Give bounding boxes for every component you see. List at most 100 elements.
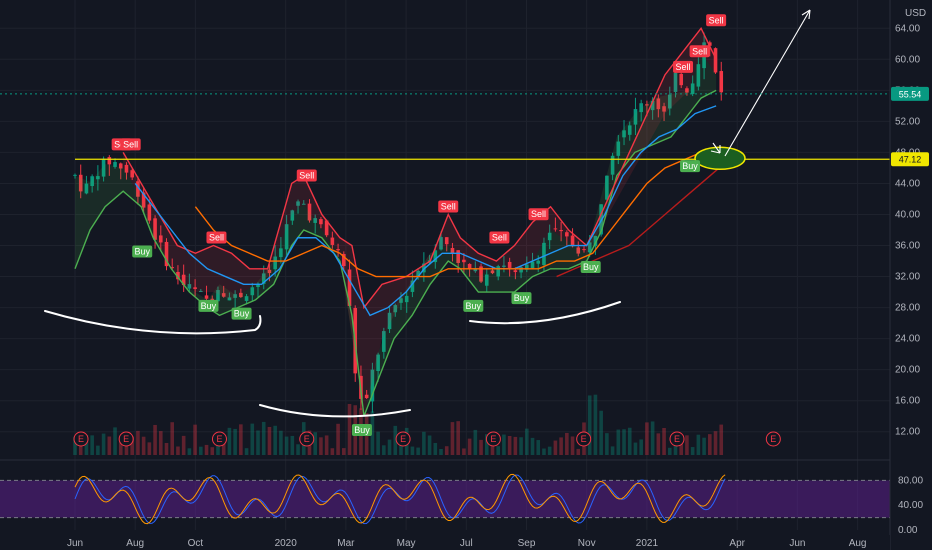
price-tick-label: 12.00: [895, 427, 920, 438]
candle: [667, 94, 672, 109]
candle: [221, 293, 226, 297]
candle: [496, 266, 501, 277]
candle: [347, 269, 352, 306]
candle: [439, 237, 443, 250]
sell-badge: [438, 200, 459, 213]
oscillator-tick-label: 0.00: [898, 525, 918, 536]
support-price-badge: [891, 152, 929, 167]
candle: [610, 155, 615, 175]
base-curve-1: [44, 310, 262, 335]
buy-badge-label: Buy: [514, 293, 530, 303]
earnings-marker: [299, 431, 315, 447]
candle: [627, 125, 632, 135]
candle: [141, 192, 146, 208]
volume-bar: [313, 432, 317, 455]
price-tick-label: 44.00: [895, 178, 920, 189]
sell-badge: [296, 169, 317, 182]
buy-badge-label: Buy: [682, 161, 698, 171]
volume-bar: [462, 448, 466, 455]
time-tick-label: Aug: [849, 538, 867, 549]
volume-bar: [107, 436, 112, 455]
volume-bar: [296, 444, 300, 455]
bearish-band-fill: [123, 28, 717, 417]
candle: [467, 263, 472, 270]
volume-bar: [490, 444, 495, 455]
volume-bar: [656, 433, 661, 455]
candlesticks: [73, 32, 724, 413]
candle: [301, 203, 306, 205]
candle: [393, 305, 398, 313]
candle: [582, 249, 586, 251]
oscillator-tick-label: 80.00: [898, 475, 923, 486]
earnings-marker-label: E: [304, 434, 310, 444]
candle: [319, 219, 323, 225]
volume-bar: [330, 448, 335, 455]
volume-bars: [73, 394, 724, 455]
volume-bar: [496, 446, 501, 455]
volume-bar: [73, 436, 77, 455]
sell-badge: [673, 60, 694, 73]
time-tick-label: Jul: [460, 538, 473, 549]
volume-bar: [427, 435, 432, 455]
candle: [239, 292, 243, 298]
time-tick-label: Sep: [518, 538, 536, 549]
candle: [690, 83, 695, 95]
candle: [250, 287, 255, 296]
volume-bar: [422, 431, 426, 455]
volume-bar: [696, 434, 701, 455]
price-tick-label: 16.00: [895, 396, 920, 407]
candle: [193, 287, 197, 289]
candle: [296, 201, 300, 206]
candle: [559, 229, 563, 232]
volume-bar: [233, 428, 237, 455]
series-line-2: [134, 105, 717, 317]
volume-bar: [164, 442, 169, 455]
candle: [547, 232, 552, 241]
volume-bar: [101, 433, 106, 455]
current-price-badge: [891, 86, 929, 101]
volume-bar: [273, 425, 277, 455]
price-tick-label: 52.00: [895, 116, 920, 127]
time-tick-label: Aug: [126, 538, 144, 549]
earnings-marker: [576, 431, 592, 447]
candle: [261, 273, 266, 284]
volume-bar: [627, 427, 632, 455]
candle: [84, 183, 89, 194]
sell-badge-label: Sell: [123, 139, 138, 149]
volume-bar: [324, 435, 329, 455]
volume-bar: [719, 424, 724, 455]
volume-bar: [239, 424, 243, 455]
candle: [519, 267, 523, 273]
time-tick-label: Oct: [188, 538, 204, 549]
candle: [719, 71, 724, 93]
earnings-marker-label: E: [400, 434, 406, 444]
volume-bar: [376, 431, 380, 455]
candle: [645, 104, 649, 106]
volume-bar: [622, 429, 626, 455]
volume-bar: [502, 434, 506, 455]
candle: [484, 274, 489, 286]
earnings-marker-label: E: [216, 434, 222, 444]
volume-bar: [513, 436, 518, 455]
earnings-marker: [211, 431, 227, 447]
candle: [147, 204, 152, 221]
candle: [565, 232, 569, 237]
volume-bar: [199, 446, 203, 455]
volume-bar: [96, 445, 100, 455]
candle: [708, 42, 712, 46]
volume-bar: [221, 437, 226, 455]
volume-bar: [553, 440, 558, 455]
volume-bar: [587, 395, 592, 455]
candle: [313, 218, 317, 223]
volume-bar: [662, 427, 666, 455]
candle: [490, 270, 495, 274]
earnings-marker: [485, 431, 501, 447]
buy-badge: [463, 299, 484, 312]
volume-bar: [690, 447, 695, 455]
price-tick-label: 28.00: [895, 303, 920, 314]
volume-bar: [525, 428, 529, 455]
candle: [73, 174, 77, 176]
volume-bar: [382, 445, 386, 455]
volume-bar: [559, 437, 563, 455]
